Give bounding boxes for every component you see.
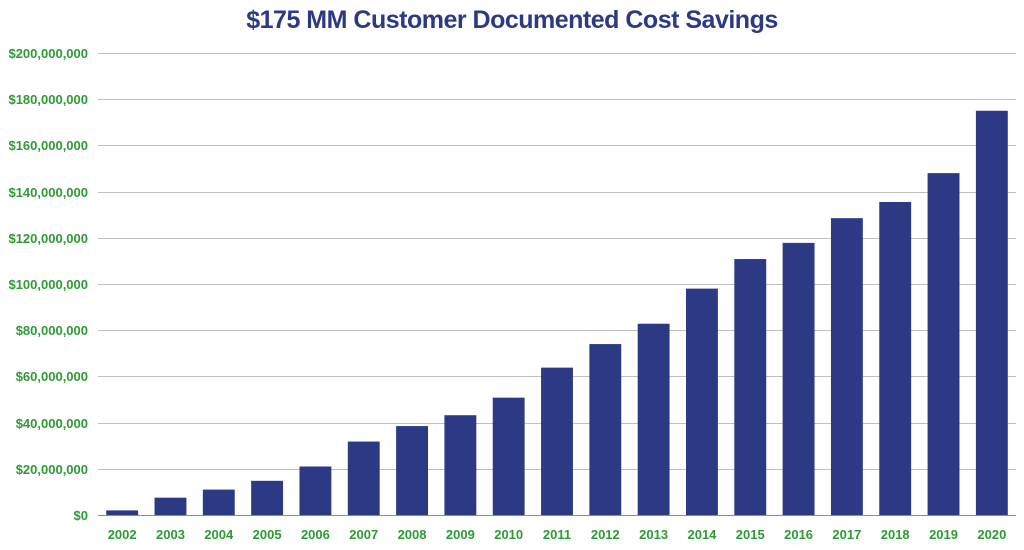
bar-2019 <box>927 173 960 515</box>
x-tick-label: 2012 <box>591 527 620 542</box>
x-tick-label: 2002 <box>108 527 137 542</box>
bar-2014 <box>686 288 718 515</box>
chart-title: $175 MM Customer Documented Cost Savings <box>246 6 778 34</box>
x-tick-label: 2006 <box>301 527 330 542</box>
x-tick-label: 2010 <box>494 527 523 542</box>
bar-2015 <box>734 259 767 515</box>
x-tick-label: 2003 <box>156 527 185 542</box>
x-tick-label: 2005 <box>253 527 282 542</box>
y-tick-label: $140,000,000 <box>8 185 88 200</box>
x-tick-label: 2015 <box>736 527 765 542</box>
y-axis-tick-labels: $0 $20,000,000 $40,000,000 $60,000,000 $80,0… <box>8 46 88 523</box>
bar-2013 <box>637 323 670 515</box>
bar-2002 <box>106 510 139 515</box>
x-tick-label: 2020 <box>977 527 1006 542</box>
x-tick-label: 2007 <box>349 527 378 542</box>
bar-2007 <box>347 441 380 515</box>
x-tick-label: 2019 <box>929 527 958 542</box>
bar-2020 <box>975 110 1008 515</box>
bar-2005 <box>251 480 284 515</box>
bar-2018 <box>879 201 912 515</box>
bar-2010 <box>492 397 525 515</box>
x-tick-label: 2008 <box>398 527 427 542</box>
bar-2008 <box>396 426 428 515</box>
x-tick-label: 2017 <box>832 527 861 542</box>
bar-2017 <box>830 218 863 516</box>
bar-2006 <box>299 466 332 515</box>
y-tick-label: $40,000,000 <box>16 416 88 431</box>
x-tick-label: 2014 <box>687 527 717 542</box>
y-tick-label: $20,000,000 <box>16 462 88 477</box>
x-tick-label: 2018 <box>881 527 910 542</box>
bar-2016 <box>782 242 815 515</box>
x-tick-label: 2004 <box>204 527 234 542</box>
y-tick-label: $120,000,000 <box>8 231 88 246</box>
bar-2009 <box>444 415 477 515</box>
y-tick-label: $0 <box>74 508 88 523</box>
y-tick-label: $200,000,000 <box>8 46 88 61</box>
bars <box>106 110 1008 516</box>
y-tick-label: $100,000,000 <box>8 277 88 292</box>
y-tick-label: $60,000,000 <box>16 369 88 384</box>
y-tick-label: $80,000,000 <box>16 323 88 338</box>
y-tick-label: $160,000,000 <box>8 138 88 153</box>
bar-2003 <box>154 497 187 515</box>
bar-2011 <box>541 367 573 515</box>
x-tick-label: 2011 <box>543 527 571 542</box>
bar-2012 <box>589 344 622 515</box>
x-tick-label: 2016 <box>784 527 813 542</box>
x-tick-label: 2013 <box>639 527 668 542</box>
y-tick-label: $180,000,000 <box>8 92 88 107</box>
x-tick-label: 2009 <box>446 527 475 542</box>
x-axis-tick-labels: 2002 2003 2004 2005 2006 2007 2008 2009 2010 2011… <box>108 527 1007 542</box>
bar-2004 <box>202 489 235 515</box>
